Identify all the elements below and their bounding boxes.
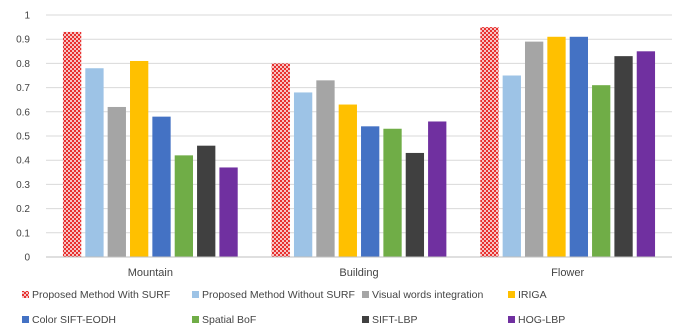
bar-mountain-series-2 (107, 106, 126, 258)
legend-swatch (22, 291, 29, 298)
bar-flower-series-7 (636, 51, 656, 257)
y-tick-label: 0.6 (16, 107, 30, 118)
bar-building-series-5 (383, 128, 402, 257)
legend-label: SIFT-LBP (372, 314, 418, 326)
x-category-label: Mountain (128, 267, 173, 279)
gridlines (46, 14, 672, 234)
bar-mountain-series-4 (152, 116, 171, 257)
bar-building-series-2 (316, 80, 335, 257)
bar-mountain-series-3 (130, 60, 149, 258)
legend-label: Proposed Method With SURF (32, 289, 170, 301)
x-axis: Mountain Building Flower (46, 256, 672, 279)
bar-building-series-0 (271, 63, 290, 258)
y-tick-label: 0 (24, 253, 30, 264)
legend-label: IRIGA (518, 289, 547, 301)
bar-building-series-6 (405, 152, 425, 257)
legend-swatch (192, 291, 199, 298)
legend-swatch (192, 316, 199, 323)
y-tick-label: 0.1 (16, 228, 30, 239)
y-tick-label: 0.2 (16, 204, 30, 215)
bar-building-series-1 (293, 92, 313, 257)
bar-flower-series-2 (524, 41, 544, 258)
bar-flower-series-5 (592, 85, 611, 258)
legend-swatch (22, 316, 29, 323)
legend-swatch (362, 291, 369, 298)
y-tick-label: 0.9 (16, 35, 30, 46)
bar-flower-series-4 (569, 36, 588, 257)
legend-label: Proposed Method Without SURF (202, 289, 355, 301)
y-tick-label: 1 (24, 11, 30, 22)
y-tick-label: 0.8 (16, 59, 30, 70)
y-tick-label: 0.3 (16, 180, 30, 191)
legend-label: Color SIFT-EODH (32, 314, 116, 326)
bar-building-series-3 (338, 104, 357, 257)
legend-label: Visual words integration (372, 289, 483, 301)
x-category-label: Flower (551, 267, 584, 279)
bar-mountain-series-6 (197, 145, 216, 257)
legend-label: HOG-LBP (518, 314, 565, 326)
bar-flower-series-6 (614, 56, 633, 257)
legend-swatch (362, 316, 369, 323)
bars (62, 27, 656, 258)
bar-mountain-series-0 (62, 31, 82, 257)
bar-flower-series-3 (547, 36, 566, 257)
bar-building-series-4 (361, 126, 380, 257)
bar-flower-series-1 (502, 75, 521, 257)
bar-mountain-series-7 (219, 167, 238, 257)
y-axis-ticks: 0 0.1 0.2 0.3 0.4 0.5 0.6 0.7 0.8 0.9 1 (16, 11, 30, 264)
bar-building-series-7 (428, 121, 447, 257)
y-tick-label: 0.4 (16, 156, 30, 167)
legend-label: Spatial BoF (202, 314, 256, 326)
y-tick-label: 0.5 (16, 132, 30, 143)
legend: Proposed Method With SURF Proposed Method… (22, 289, 565, 326)
bar-mountain-series-1 (85, 68, 104, 258)
legend-swatch (508, 316, 515, 323)
legend-swatch (508, 291, 515, 298)
bar-flower-series-0 (480, 27, 499, 257)
x-category-label: Building (339, 267, 378, 279)
y-tick-label: 0.7 (16, 83, 30, 94)
bar-mountain-series-5 (174, 155, 194, 257)
